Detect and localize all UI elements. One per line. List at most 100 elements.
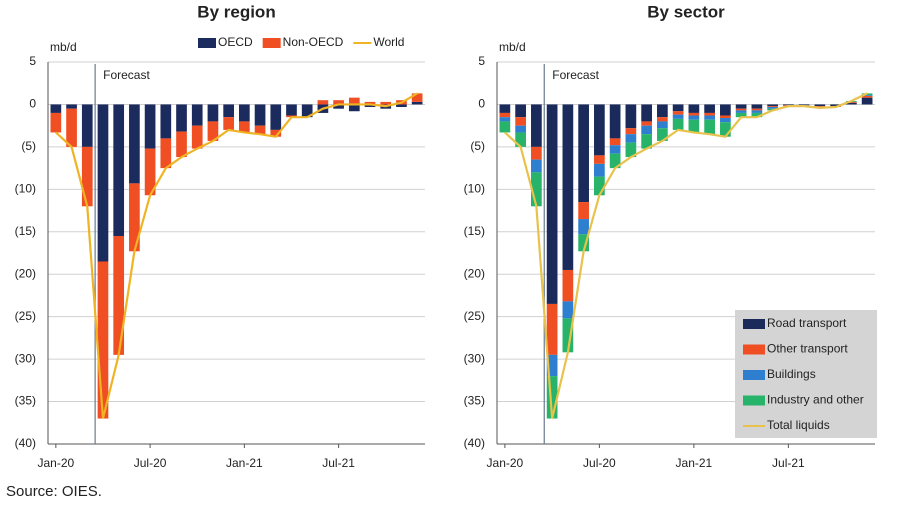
bar-segment (515, 125, 526, 133)
bar-segment (861, 95, 873, 96)
bar-segment (380, 101, 392, 105)
bar-segment (735, 110, 747, 113)
bar-segment (546, 104, 558, 304)
bar-segment (66, 108, 77, 147)
x-tick-label: Jan-20 (38, 456, 75, 470)
y-tick-label: (40) (464, 436, 485, 450)
bar-segment (641, 134, 652, 149)
bar-segment (704, 104, 715, 113)
bar-segment (609, 104, 621, 139)
bar-segment (767, 106, 778, 109)
bar-segment (396, 104, 407, 107)
forecast-label: Forecast (103, 68, 150, 82)
x-tick-label: Jan-21 (226, 456, 263, 470)
bar-segment (562, 301, 574, 319)
y-tick-label: (25) (464, 309, 485, 323)
legend-label: Non-OECD (283, 35, 344, 49)
bar-segment (861, 95, 873, 98)
bar-segment (50, 104, 62, 113)
bar-segment (333, 104, 344, 109)
y-tick-label: (30) (15, 351, 36, 365)
bar-segment (499, 117, 511, 122)
x-tick-label: Jul-21 (322, 456, 355, 470)
bar-segment (594, 163, 605, 177)
bar-segment (594, 155, 605, 164)
y-tick-label: (10) (464, 182, 485, 196)
y-tick-label: 0 (478, 97, 485, 111)
bar-segment (767, 106, 778, 107)
y-tick-label: (5) (21, 139, 36, 153)
legend-swatch (743, 344, 765, 355)
bar-segment (641, 121, 652, 126)
bar-segment (531, 159, 542, 173)
bar-segment (499, 104, 511, 113)
bar-segment (191, 104, 203, 126)
x-tick-label: Jul-20 (134, 456, 167, 470)
bar-segment (672, 114, 684, 119)
bar-segment (767, 104, 778, 107)
bar-segment (301, 104, 313, 118)
bar-segment (798, 104, 810, 106)
bar-segment (594, 176, 605, 196)
bar-segment (239, 104, 250, 122)
bar-segment (609, 138, 621, 146)
bar-segment (704, 119, 715, 135)
bar-segment (751, 108, 763, 111)
y-tick-label: (15) (15, 224, 36, 238)
bar-segment (348, 104, 360, 112)
bar-segment (97, 104, 109, 262)
bar-segment (657, 117, 668, 122)
bar-segment (783, 104, 794, 106)
y-tick-label: (20) (15, 266, 36, 280)
bar-segment (688, 115, 700, 120)
bar-segment (223, 117, 234, 130)
bar-segment (688, 119, 700, 133)
bar-segment (546, 303, 558, 355)
bar-segment (317, 100, 329, 105)
bar-segment (515, 132, 526, 147)
bar-segment (546, 354, 558, 377)
bar-segment (814, 106, 826, 107)
bar-segment (625, 128, 637, 135)
bar-segment (751, 110, 763, 113)
bar-segment (207, 121, 219, 141)
bar-segment (720, 118, 731, 123)
bar-segment (735, 112, 747, 118)
bar-segment (364, 104, 376, 107)
legend-label: Buildings (767, 367, 816, 381)
bar-segment (254, 125, 266, 135)
bar-segment (499, 112, 511, 118)
bar-segment (129, 183, 140, 252)
bar-segment (81, 104, 93, 147)
y-tick-label: (25) (15, 309, 36, 323)
x-tick-label: Jan-20 (487, 456, 524, 470)
bar-segment (625, 104, 637, 129)
legend-label: Total liquids (767, 418, 830, 432)
bar-segment (531, 146, 542, 160)
y-tick-label: 5 (478, 54, 485, 68)
bar-segment (830, 104, 841, 107)
x-tick-label: Jan-21 (676, 456, 713, 470)
y-tick-label: (40) (15, 436, 36, 450)
legend-swatch (743, 319, 765, 329)
bar-segment (657, 121, 668, 129)
bar-segment (270, 129, 282, 137)
bar-segment (348, 97, 360, 105)
bar-segment (113, 104, 125, 237)
bar-segment (546, 376, 558, 419)
line-series (504, 92, 868, 419)
bar-segment (176, 131, 187, 158)
bar-segment (223, 104, 234, 118)
bar-segment (578, 202, 589, 220)
legend-swatch (743, 370, 765, 380)
bar-segment (735, 108, 747, 111)
y-tick-label: (35) (15, 394, 36, 408)
legend-swatch (743, 395, 765, 406)
bar-segment (625, 134, 637, 143)
bar-segment (254, 104, 266, 126)
bar-segment (144, 104, 156, 149)
bar-segment (50, 112, 62, 133)
y-tick-label: (15) (464, 224, 485, 238)
bar-segment (609, 145, 621, 154)
bar-segment (688, 112, 700, 116)
